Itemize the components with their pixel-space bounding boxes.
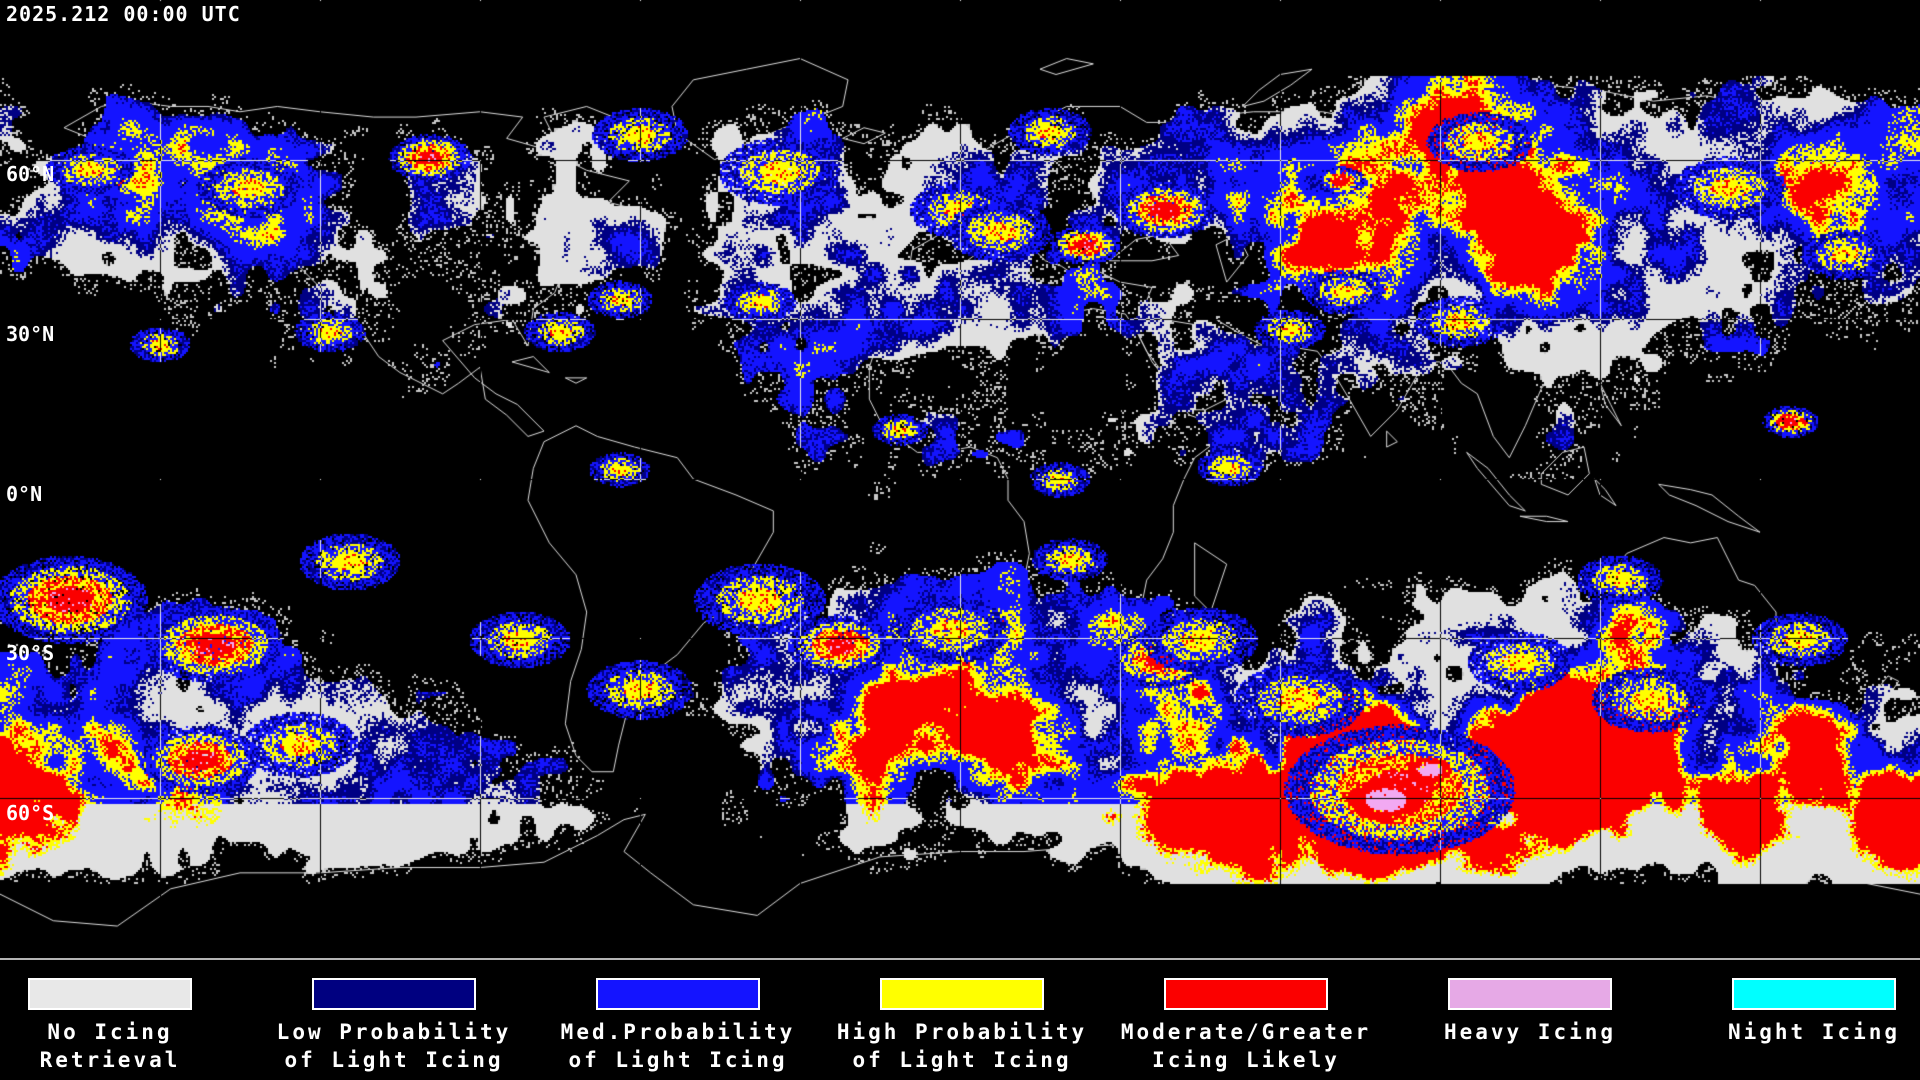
legend-item-high-prob: High Probability of Light Icing	[822, 978, 1102, 1074]
timestamp-label: 2025.212 00:00 UTC	[6, 2, 241, 26]
legend-item-heavy: Heavy Icing	[1390, 978, 1670, 1046]
legend-swatch-moderate	[1164, 978, 1328, 1010]
latitude-label-equator: 0°N	[6, 482, 43, 506]
legend-label: of Light Icing	[568, 1048, 788, 1072]
legend-label: High Probability	[836, 1020, 1088, 1044]
legend-label: Med.Probability	[560, 1020, 796, 1044]
latitude-label-60n: 60°N	[6, 162, 55, 186]
legend-label: Retrieval	[39, 1048, 181, 1072]
legend-label: Night Icing	[1727, 1020, 1901, 1044]
legend: No Icing Retrieval Low Probability of Li…	[0, 960, 1920, 1080]
legend-label: Heavy Icing	[1443, 1020, 1617, 1044]
legend-swatch-no-icing	[28, 978, 192, 1010]
latitude-label-60s: 60°S	[6, 801, 55, 825]
legend-item-no-icing: No Icing Retrieval	[0, 978, 250, 1074]
legend-label: of Light Icing	[852, 1048, 1072, 1072]
map-legend-divider	[0, 958, 1920, 960]
legend-label: Low Probability	[276, 1020, 512, 1044]
latitude-label-30n: 30°N	[6, 322, 55, 346]
legend-label: Icing Likely	[1152, 1048, 1340, 1072]
legend-swatch-high-prob	[880, 978, 1044, 1010]
legend-swatch-heavy	[1448, 978, 1612, 1010]
legend-item-low-prob: Low Probability of Light Icing	[254, 978, 534, 1074]
legend-label: Moderate/Greater	[1120, 1020, 1372, 1044]
legend-item-med-prob: Med.Probability of Light Icing	[538, 978, 818, 1074]
legend-swatch-low-prob	[312, 978, 476, 1010]
legend-item-moderate: Moderate/Greater Icing Likely	[1106, 978, 1386, 1074]
icing-data-canvas	[0, 0, 1920, 958]
world-icing-map: 2025.212 00:00 UTC 60°N 30°N 0°N 30°S 60…	[0, 0, 1920, 958]
legend-swatch-med-prob	[596, 978, 760, 1010]
latitude-label-30s: 30°S	[6, 641, 55, 665]
legend-item-night: Night Icing	[1674, 978, 1920, 1046]
legend-label: No Icing	[47, 1020, 173, 1044]
legend-label: of Light Icing	[284, 1048, 504, 1072]
legend-swatch-night	[1732, 978, 1896, 1010]
